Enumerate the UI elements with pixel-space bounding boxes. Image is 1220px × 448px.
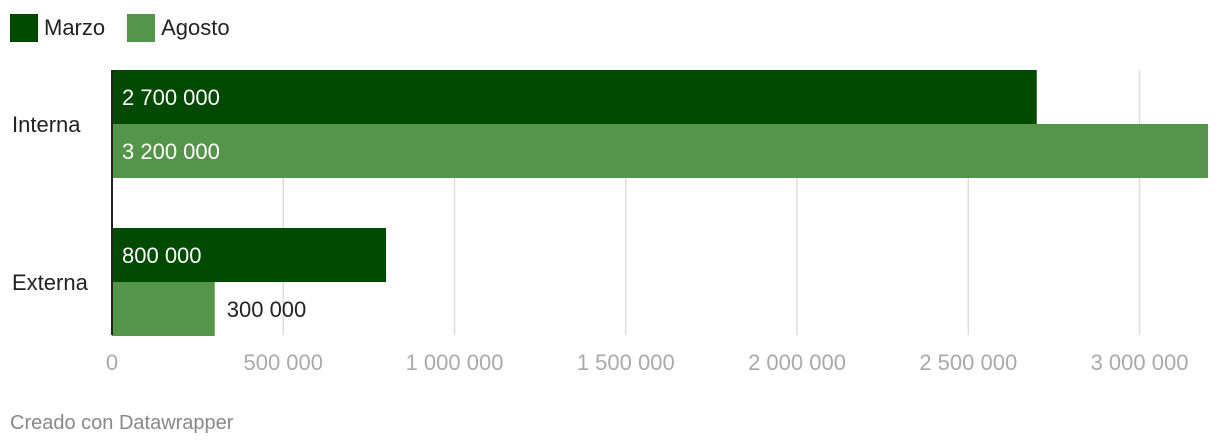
- legend-label-agosto: Agosto: [161, 15, 230, 40]
- bar-marzo-externa: [112, 228, 386, 282]
- bar-value-label: 800 000: [122, 243, 202, 268]
- legend-item-agosto: Agosto: [127, 14, 230, 42]
- legend-item-marzo: Marzo: [10, 14, 105, 42]
- x-tick-label: 2 500 000: [919, 350, 1017, 375]
- bar-value-label: 300 000: [227, 297, 307, 322]
- x-tick-label: 0: [106, 350, 118, 375]
- bar-value-label: 3 200 000: [122, 139, 220, 164]
- x-tick-label: 1 000 000: [406, 350, 504, 375]
- category-label-interna: Interna: [12, 112, 81, 137]
- bar-chart: 0 500 000 1 000 000 1 500 000 2 000 000 2 500…: [12, 70, 1208, 375]
- legend-swatch-marzo: [10, 14, 38, 42]
- x-tick-label: 3 000 000: [1091, 350, 1189, 375]
- category-label-externa: Externa: [12, 270, 89, 295]
- bar-agosto-externa: [112, 282, 215, 336]
- bar-value-label: 2 700 000: [122, 85, 220, 110]
- legend-swatch-agosto: [127, 14, 156, 42]
- bar-agosto-interna: [112, 124, 1208, 178]
- legend-label-marzo: Marzo: [44, 15, 106, 40]
- bar-marzo-interna: [112, 70, 1037, 124]
- x-tick-label: 2 000 000: [748, 350, 846, 375]
- x-tick-label: 500 000: [243, 350, 323, 375]
- chart-credit: Creado con Datawrapper: [10, 412, 234, 434]
- chart-legend: Marzo Agosto: [10, 14, 252, 42]
- x-tick-label: 1 500 000: [577, 350, 675, 375]
